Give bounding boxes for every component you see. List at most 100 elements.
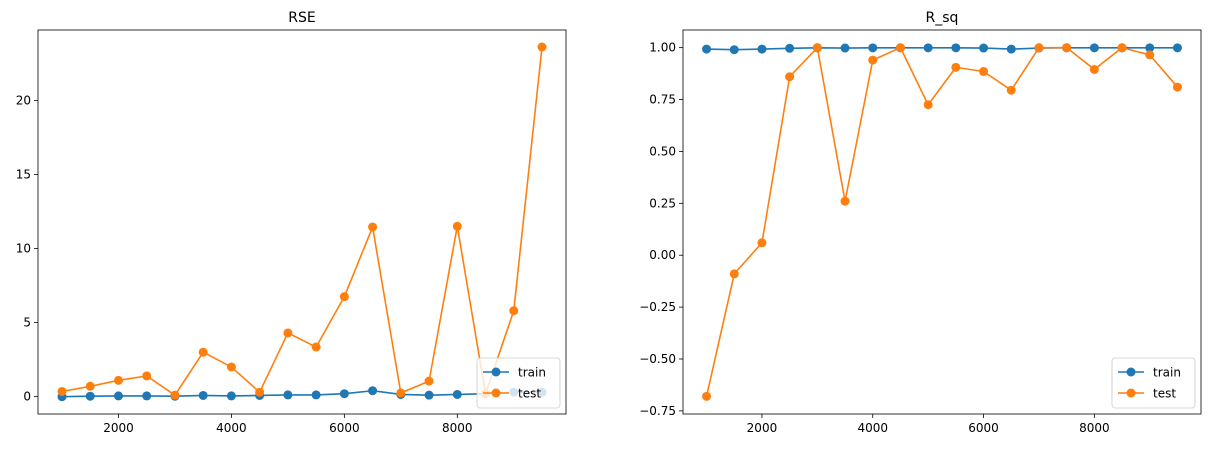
- y-tick-label: 0.75: [649, 93, 676, 107]
- data-point-test: [142, 371, 152, 381]
- x-tick-label: 4000: [857, 421, 888, 435]
- data-point-test: [979, 67, 989, 77]
- data-point-test: [1117, 43, 1127, 53]
- data-point-train: [424, 390, 434, 400]
- legend: train test: [1111, 357, 1196, 409]
- x-tick-label: 8000: [442, 421, 473, 435]
- legend: train test: [476, 357, 561, 409]
- data-point-train: [1172, 43, 1182, 53]
- data-point-test: [283, 328, 293, 338]
- legend-label-train: train: [1153, 366, 1181, 380]
- data-point-test: [1034, 43, 1044, 53]
- data-point-train: [868, 43, 878, 53]
- y-tick-label: 0.25: [649, 196, 676, 210]
- data-point-train: [840, 43, 850, 53]
- legend-label-test: test: [1153, 387, 1176, 401]
- data-point-train: [1089, 43, 1099, 53]
- data-point-train: [311, 390, 321, 400]
- data-point-train: [979, 43, 989, 53]
- data-point-test: [57, 386, 67, 396]
- data-point-train: [339, 389, 349, 399]
- legend-label-train: train: [518, 366, 546, 380]
- x-tick-label: 2000: [103, 421, 134, 435]
- data-point-test: [311, 342, 321, 352]
- y-tick-label: −0.50: [639, 352, 676, 366]
- data-point-train: [923, 43, 933, 53]
- legend-marker-train: [1126, 367, 1136, 377]
- data-point-train: [226, 391, 236, 401]
- data-point-test: [729, 269, 739, 279]
- axes-frame: [682, 29, 1202, 415]
- data-point-test: [757, 238, 767, 248]
- chart-title: RSE: [288, 10, 315, 26]
- data-point-test: [339, 292, 349, 302]
- data-point-train: [368, 386, 378, 396]
- y-tick-label: 15: [16, 167, 31, 181]
- data-point-test: [85, 381, 95, 391]
- data-point-train: [702, 44, 712, 54]
- legend-marker-test: [1126, 388, 1136, 398]
- series-line-train: [61, 389, 542, 398]
- data-point-test: [1062, 43, 1072, 53]
- data-point-test: [1089, 64, 1099, 74]
- data-point-train: [142, 391, 152, 401]
- data-point-test: [226, 362, 236, 372]
- r-sq-chart: R_sq 2000 4000 6000 8000 −0.75 −0.50 −0.25 0.00 0…: [639, 10, 1202, 435]
- legend-label-test: test: [518, 387, 541, 401]
- chart-title: R_sq: [926, 10, 959, 26]
- data-point-test: [951, 62, 961, 72]
- data-point-test: [452, 221, 462, 231]
- series-line-test: [61, 46, 543, 396]
- series-line-test: [705, 46, 1179, 397]
- x-tick-label: 4000: [216, 421, 247, 435]
- data-point-test: [537, 42, 547, 52]
- data-point-test: [868, 55, 878, 65]
- data-point-test: [198, 347, 208, 357]
- y-tick-label: −0.75: [639, 404, 676, 418]
- data-point-test: [509, 306, 519, 316]
- data-point-test: [113, 375, 123, 385]
- data-point-test: [368, 222, 378, 232]
- data-point-test: [840, 196, 850, 206]
- data-point-train: [757, 44, 767, 54]
- data-point-test: [702, 391, 712, 401]
- data-point-test: [170, 390, 180, 400]
- data-point-train: [113, 391, 123, 401]
- x-tick-label: 2000: [747, 421, 778, 435]
- y-tick-label: 1.00: [649, 41, 676, 55]
- x-tick-label: 8000: [1079, 421, 1110, 435]
- data-point-train: [452, 389, 462, 399]
- series-line-train: [706, 47, 1178, 51]
- data-point-train: [198, 390, 208, 400]
- axes-frame: [37, 29, 567, 415]
- y-tick-label: 20: [16, 93, 31, 107]
- data-point-test: [255, 387, 265, 397]
- data-point-test: [1006, 85, 1016, 95]
- data-point-test: [396, 388, 406, 398]
- x-tick-label: 6000: [329, 421, 360, 435]
- data-point-test: [923, 100, 933, 110]
- rse-chart: RSE 2000 4000 6000 8000 0 5 10 15 20 train test: [16, 10, 567, 435]
- data-point-train: [951, 43, 961, 53]
- data-point-test: [785, 72, 795, 82]
- data-point-test: [895, 43, 905, 53]
- data-point-test: [1145, 50, 1155, 60]
- y-tick-label: 5: [23, 316, 31, 330]
- data-point-test: [812, 43, 822, 53]
- y-tick-label: 0.00: [649, 248, 676, 262]
- legend-marker-test: [491, 388, 501, 398]
- data-point-train: [85, 391, 95, 401]
- data-point-train: [283, 390, 293, 400]
- data-point-train: [729, 45, 739, 55]
- y-tick-label: 10: [16, 242, 31, 256]
- data-point-train: [1145, 43, 1155, 53]
- legend-marker-train: [491, 367, 501, 377]
- data-point-test: [424, 376, 434, 386]
- data-point-train: [1006, 44, 1016, 54]
- data-point-test: [1172, 82, 1182, 92]
- x-tick-label: 6000: [968, 421, 999, 435]
- y-tick-label: 0: [23, 390, 31, 404]
- y-tick-label: 0.50: [649, 144, 676, 158]
- y-tick-label: −0.25: [639, 300, 676, 314]
